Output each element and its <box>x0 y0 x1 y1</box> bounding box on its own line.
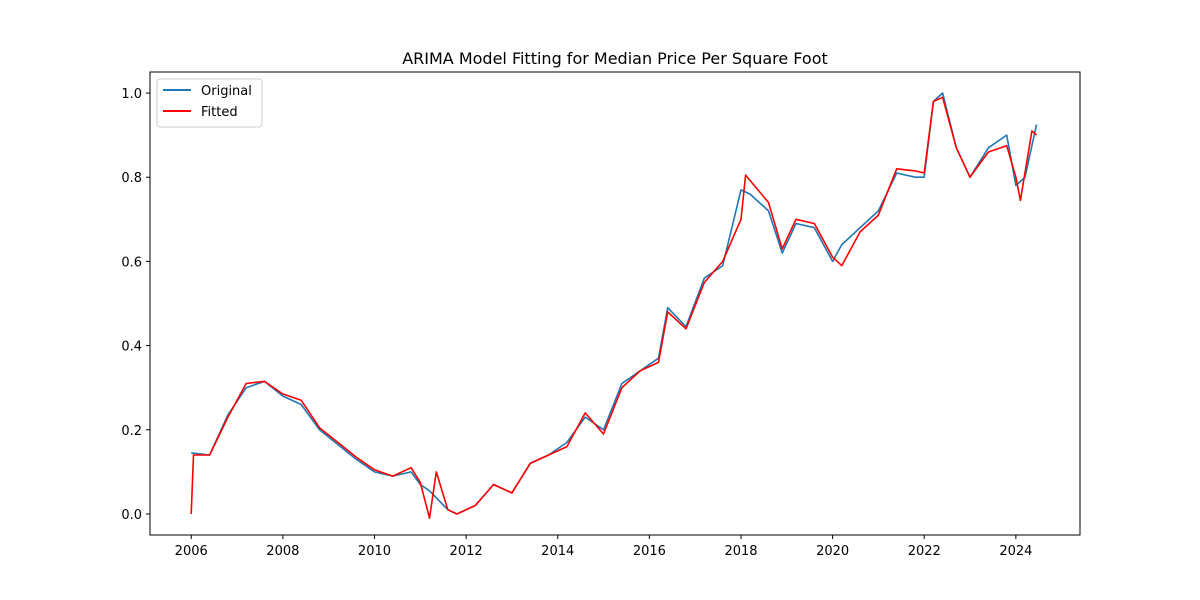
series-line-original <box>191 92 1038 515</box>
legend: Original Fitted <box>156 78 263 128</box>
y-tick-label: 1.0 <box>121 87 142 102</box>
x-tick-label: 2024 <box>999 544 1032 559</box>
x-tick-label: 2012 <box>450 544 483 559</box>
x-tick-label: 2020 <box>816 544 849 559</box>
y-tick-label: 0.4 <box>121 340 142 355</box>
x-axis: 2006 2008 2010 2012 2014 2016 2018 2020 2022 2024 <box>175 535 1032 559</box>
x-tick-label: 2018 <box>724 544 757 559</box>
y-tick-label: 0.2 <box>121 424 142 439</box>
x-tick-label: 2022 <box>908 544 941 559</box>
x-tick-label: 2008 <box>266 544 299 559</box>
x-tick-label: 2010 <box>358 544 391 559</box>
series-layer <box>190 92 1038 520</box>
x-tick-label: 2016 <box>633 544 666 559</box>
legend-label-original: Original <box>201 84 252 99</box>
chart-title: ARIMA Model Fitting for Median Price Per… <box>402 49 828 68</box>
y-tick-label: 0.8 <box>121 171 142 186</box>
plot-area <box>149 71 1081 536</box>
y-tick-label: 0.6 <box>121 255 142 270</box>
x-tick-label: 2014 <box>541 544 574 559</box>
y-tick-label: 0.0 <box>121 508 142 523</box>
legend-label-fitted: Fitted <box>201 105 238 120</box>
x-tick-label: 2006 <box>175 544 208 559</box>
y-axis: 0.0 0.2 0.4 0.6 0.8 1.0 <box>121 87 150 523</box>
series-line-fitted <box>190 96 1038 520</box>
